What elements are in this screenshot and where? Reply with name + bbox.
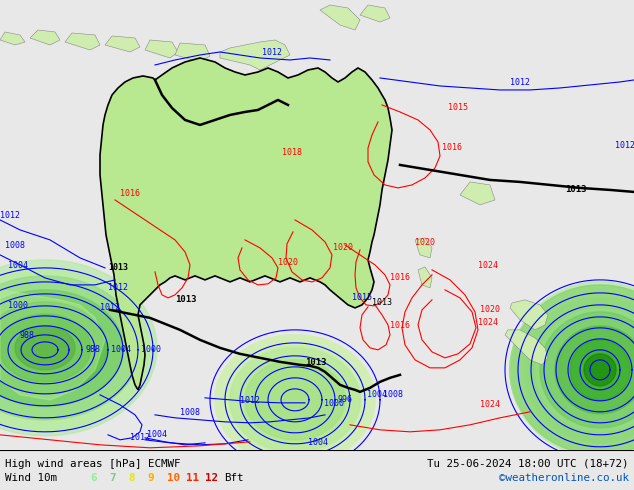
- Polygon shape: [65, 33, 100, 50]
- Text: 1020: 1020: [480, 305, 500, 314]
- Text: 1012: 1012: [130, 433, 150, 442]
- Text: 1016: 1016: [390, 321, 410, 330]
- Polygon shape: [510, 282, 634, 458]
- Polygon shape: [536, 309, 634, 431]
- Text: 988: 988: [20, 331, 35, 340]
- Text: 1000: 1000: [324, 399, 344, 408]
- Text: 1004: 1004: [367, 391, 387, 399]
- Text: Wind 10m: Wind 10m: [5, 473, 57, 483]
- Text: 6: 6: [91, 473, 97, 483]
- Text: Tu 25-06-2024 18:00 UTC (18+72): Tu 25-06-2024 18:00 UTC (18+72): [427, 459, 629, 468]
- Polygon shape: [510, 285, 634, 455]
- Text: 1012: 1012: [262, 48, 282, 57]
- Polygon shape: [15, 325, 75, 375]
- Polygon shape: [0, 302, 107, 394]
- Polygon shape: [584, 354, 616, 386]
- Text: Bft: Bft: [224, 473, 243, 483]
- Text: 1013: 1013: [108, 263, 128, 272]
- Polygon shape: [243, 357, 347, 443]
- Polygon shape: [245, 360, 345, 440]
- Polygon shape: [145, 40, 178, 58]
- Text: 1020: 1020: [278, 258, 298, 267]
- Text: 1013: 1013: [305, 358, 327, 367]
- Polygon shape: [229, 346, 361, 454]
- Text: 7: 7: [110, 473, 116, 483]
- Text: 1004: 1004: [147, 430, 167, 439]
- Text: 1004: 1004: [308, 438, 328, 447]
- Polygon shape: [510, 300, 548, 330]
- Text: 1008: 1008: [383, 391, 403, 399]
- Text: 1020: 1020: [333, 243, 353, 252]
- Polygon shape: [0, 270, 150, 430]
- Polygon shape: [555, 326, 634, 414]
- Text: 9: 9: [148, 473, 154, 483]
- Text: 11: 11: [186, 473, 199, 483]
- Text: ©weatheronline.co.uk: ©weatheronline.co.uk: [499, 473, 629, 483]
- Polygon shape: [0, 276, 140, 420]
- Text: 1016: 1016: [442, 143, 462, 152]
- Text: 996: 996: [337, 395, 352, 404]
- Polygon shape: [100, 58, 392, 390]
- Text: 1004: 1004: [8, 261, 28, 270]
- Text: 1012: 1012: [615, 141, 634, 150]
- Polygon shape: [570, 340, 630, 400]
- Text: High wind areas [hPa] ECMWF: High wind areas [hPa] ECMWF: [5, 459, 181, 468]
- Polygon shape: [0, 290, 123, 406]
- Polygon shape: [15, 326, 75, 370]
- Polygon shape: [0, 303, 105, 397]
- Polygon shape: [220, 40, 290, 70]
- Text: 1013: 1013: [565, 185, 586, 194]
- Text: 1012: 1012: [108, 283, 128, 292]
- Polygon shape: [523, 297, 634, 443]
- Polygon shape: [320, 5, 360, 30]
- Text: 1024: 1024: [480, 400, 500, 409]
- Text: 1012: 1012: [0, 211, 20, 220]
- Polygon shape: [549, 321, 634, 419]
- Text: 1008: 1008: [5, 241, 25, 250]
- Polygon shape: [418, 267, 432, 288]
- Text: 1012: 1012: [100, 303, 120, 312]
- Polygon shape: [0, 32, 25, 45]
- Polygon shape: [215, 335, 375, 465]
- Polygon shape: [0, 260, 157, 436]
- Text: 1016: 1016: [390, 273, 410, 282]
- Polygon shape: [505, 330, 548, 365]
- Polygon shape: [360, 5, 390, 22]
- Text: 12: 12: [205, 473, 218, 483]
- Text: 1018: 1018: [282, 148, 302, 157]
- Text: 1012: 1012: [510, 78, 530, 87]
- Polygon shape: [460, 182, 495, 205]
- Polygon shape: [105, 36, 140, 52]
- Polygon shape: [0, 292, 120, 408]
- Text: 1020: 1020: [415, 238, 435, 247]
- Text: 1013: 1013: [372, 298, 392, 307]
- Polygon shape: [0, 314, 90, 386]
- Text: 1008: 1008: [180, 408, 200, 417]
- Polygon shape: [0, 290, 105, 400]
- Polygon shape: [0, 314, 91, 382]
- Polygon shape: [175, 43, 210, 62]
- Polygon shape: [562, 333, 634, 407]
- Text: 1000: 1000: [141, 345, 161, 354]
- Text: 988: 988: [85, 345, 100, 354]
- Polygon shape: [0, 281, 135, 419]
- Text: 1015: 1015: [352, 293, 372, 302]
- Polygon shape: [540, 312, 634, 428]
- Polygon shape: [415, 238, 432, 258]
- Text: 8: 8: [129, 473, 135, 483]
- Text: 1016: 1016: [120, 189, 140, 198]
- Polygon shape: [257, 368, 333, 432]
- Polygon shape: [30, 30, 60, 45]
- Polygon shape: [230, 348, 360, 452]
- Polygon shape: [525, 298, 634, 442]
- Text: 1012: 1012: [240, 396, 260, 405]
- Polygon shape: [215, 335, 375, 465]
- Text: 1000: 1000: [8, 301, 28, 310]
- Text: 1024: 1024: [478, 318, 498, 327]
- Text: 1013: 1013: [175, 295, 197, 304]
- Text: 10: 10: [167, 473, 180, 483]
- Text: 1015: 1015: [448, 103, 468, 112]
- Text: 1004: 1004: [111, 345, 131, 354]
- Text: 1024: 1024: [478, 261, 498, 270]
